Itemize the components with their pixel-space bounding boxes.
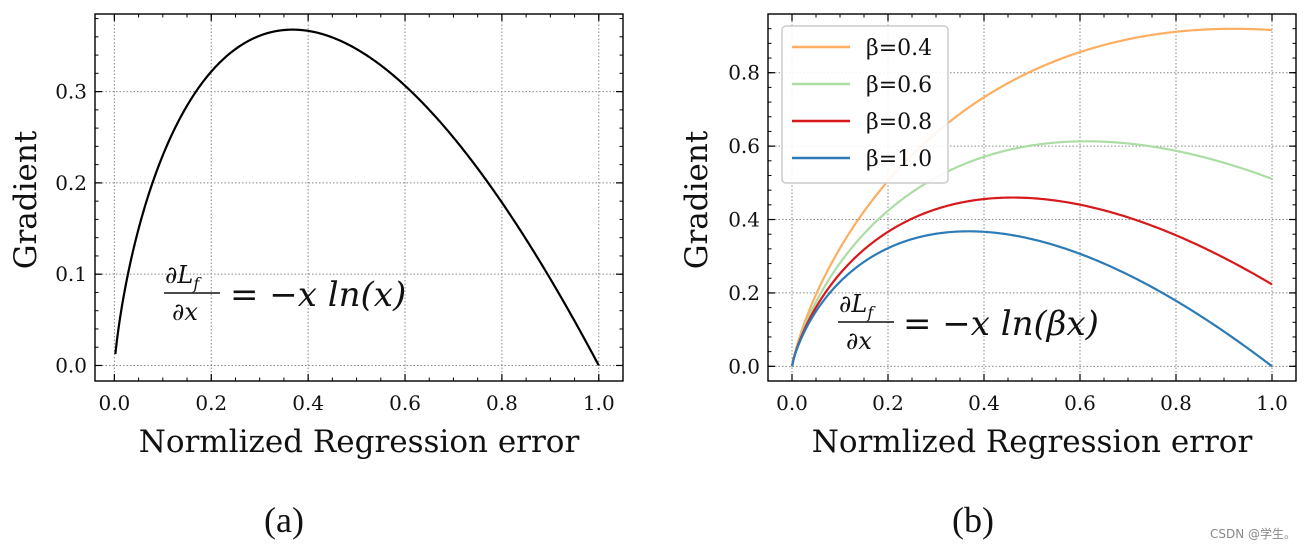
chart-b-eq-denominator: ∂x xyxy=(846,327,872,355)
chart-b-eq-numerator: ∂L xyxy=(839,290,867,318)
chart-a-x-tick-labels: 0.0 0.2 0.4 0.6 0.8 1.0 xyxy=(98,391,614,415)
chart-a-x-tick-label: 0.6 xyxy=(389,391,421,415)
chart-a-ticks xyxy=(95,14,623,381)
chart-b-legend-box xyxy=(781,25,949,184)
chart-b-eq-numerator-sub: f xyxy=(866,303,876,322)
chart-a-series xyxy=(114,28,600,366)
chart-b-legend-label: β=0.8 xyxy=(866,110,932,135)
chart-a-y-label: Gradient xyxy=(8,130,44,269)
chart-a-y-tick-label: 0.2 xyxy=(55,171,87,195)
chart-a-series-line-0 xyxy=(114,28,600,366)
chart-b-y-tick-label: 0.6 xyxy=(728,134,760,158)
chart-a-x-tick-label: 0.8 xyxy=(486,391,518,415)
chart-b-series-line-3 xyxy=(790,230,1273,368)
chart-b-x-tick-label: 0.0 xyxy=(776,391,808,415)
chart-a-x-tick-label: 1.0 xyxy=(583,391,615,415)
chart-b: 0.0 0.2 0.4 0.6 0.8 1.0 0.0 0.2 0.4 0.6 0.8 Norml… xyxy=(679,13,1297,540)
chart-b-legend-label: β=1.0 xyxy=(866,147,932,172)
chart-a-eq-rhs: = −x ln(x) xyxy=(230,275,406,315)
chart-b-y-tick-labels: 0.0 0.2 0.4 0.6 0.8 xyxy=(728,61,760,379)
chart-a-y-tick-labels: 0.0 0.1 0.2 0.3 xyxy=(55,80,87,378)
chart-b-y-tick-label: 0.2 xyxy=(728,281,760,305)
chart-b-series xyxy=(790,27,1273,368)
chart-a-equation: ∂Lf ∂x = −x ln(x) xyxy=(164,261,406,326)
chart-a: 0.0 0.2 0.4 0.6 0.8 1.0 0.0 0.1 0.2 0.3 Normlize… xyxy=(8,13,624,540)
chart-b-x-tick-label: 0.6 xyxy=(1064,391,1096,415)
chart-a-x-label: Normlized Regression error xyxy=(139,424,580,460)
chart-b-series-line-2 xyxy=(790,196,1273,367)
chart-b-legend-label: β=0.6 xyxy=(866,73,932,98)
svg-text:∂Lf: ∂Lf xyxy=(839,290,876,322)
chart-b-legend-label: β=0.4 xyxy=(866,36,932,61)
svg-text:∂Lf: ∂Lf xyxy=(165,261,202,293)
chart-a-grid xyxy=(95,14,623,381)
chart-b-panel-label: (b) xyxy=(952,500,994,540)
chart-a-eq-numerator-sub: f xyxy=(192,274,202,293)
chart-a-eq-numerator: ∂L xyxy=(165,261,193,289)
chart-b-equation: ∂Lf ∂x = −x ln(βx) xyxy=(838,290,1099,355)
chart-b-x-tick-label: 0.2 xyxy=(872,391,904,415)
chart-a-eq-denominator: ∂x xyxy=(172,298,198,326)
chart-b-x-label: Normlized Regression error xyxy=(812,424,1253,460)
chart-b-y-tick-label: 0.8 xyxy=(728,61,760,85)
watermark: CSDN @学生。 xyxy=(1210,526,1296,541)
chart-a-x-tick-label: 0.4 xyxy=(292,391,324,415)
chart-b-x-tick-labels: 0.0 0.2 0.4 0.6 0.8 1.0 xyxy=(776,391,1288,415)
chart-b-series-line-1 xyxy=(790,140,1273,367)
chart-b-x-tick-label: 0.4 xyxy=(968,391,1000,415)
chart-a-y-tick-label: 0.1 xyxy=(55,262,87,286)
chart-a-y-tick-label: 0.3 xyxy=(55,80,87,104)
chart-a-frame xyxy=(94,13,624,382)
chart-a-y-tick-label: 0.0 xyxy=(55,353,87,377)
chart-b-y-tick-label: 0.0 xyxy=(728,354,760,378)
chart-a-x-tick-label: 0.0 xyxy=(98,391,130,415)
chart-a-panel-label: (a) xyxy=(264,500,304,540)
chart-b-x-tick-label: 0.8 xyxy=(1160,391,1192,415)
chart-b-y-tick-label: 0.4 xyxy=(728,208,760,232)
chart-b-legend: β=0.4 β=0.6 β=0.8 β=1.0 xyxy=(781,25,949,184)
chart-b-eq-rhs: = −x ln(βx) xyxy=(903,304,1099,344)
chart-b-y-label: Gradient xyxy=(679,130,715,269)
chart-a-x-tick-label: 0.2 xyxy=(195,391,227,415)
chart-b-ticks xyxy=(768,14,1296,382)
chart-b-series-line-0 xyxy=(790,27,1273,367)
chart-b-x-tick-label: 1.0 xyxy=(1256,391,1288,415)
